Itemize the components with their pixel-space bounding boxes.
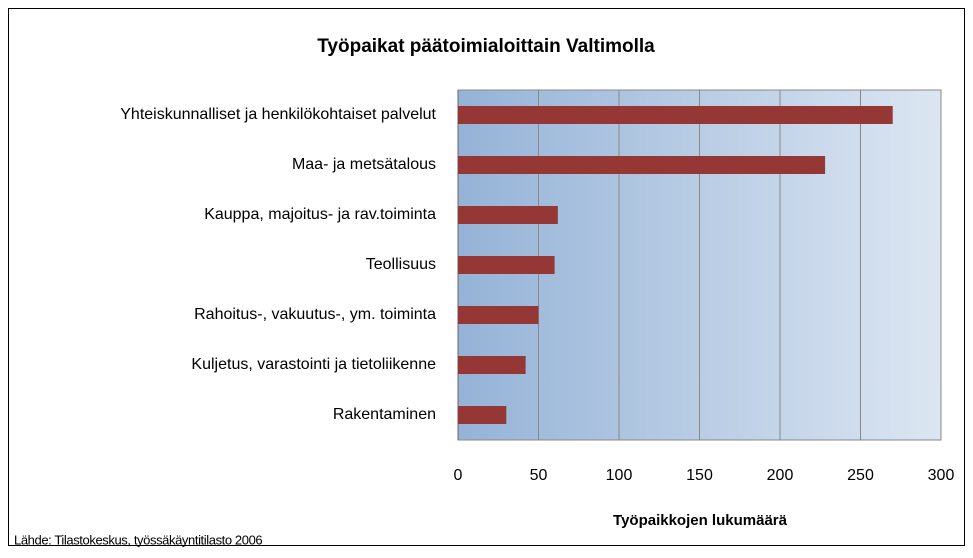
x-axis-label: Työpaikkojen lukumäärä — [613, 512, 788, 529]
y-tick-label: Maa- ja metsätalous — [292, 156, 436, 173]
y-tick-label: Rahoitus-, vakuutus-, ym. toiminta — [194, 306, 436, 323]
bar — [458, 306, 539, 324]
x-tick-label: 0 — [454, 467, 463, 484]
x-tick-label: 200 — [767, 467, 794, 484]
y-tick-label: Yhteiskunnalliset ja henkilökohtaiset pa… — [120, 106, 436, 123]
source-note: Lähde: Tilastokeskus, työssäkäyntitilast… — [14, 532, 262, 547]
bar — [458, 356, 526, 374]
bar — [458, 156, 826, 174]
x-tick-label: 150 — [686, 467, 713, 484]
y-tick-label: Kauppa, majoitus- ja rav.toiminta — [204, 206, 436, 223]
x-tick-label: 250 — [847, 467, 874, 484]
bar — [458, 206, 558, 224]
bar — [458, 406, 507, 424]
bar — [458, 106, 893, 124]
y-tick-label: Kuljetus, varastointi ja tietoliikenne — [191, 356, 436, 373]
x-tick-label: 50 — [530, 467, 548, 484]
x-tick-label: 300 — [928, 467, 955, 484]
y-tick-label: Teollisuus — [366, 256, 436, 273]
bar — [458, 256, 555, 274]
x-tick-label: 100 — [606, 467, 633, 484]
chart-title: Työpaikat päätoimialoittain Valtimolla — [317, 36, 655, 57]
y-tick-label: Rakentaminen — [333, 406, 436, 423]
